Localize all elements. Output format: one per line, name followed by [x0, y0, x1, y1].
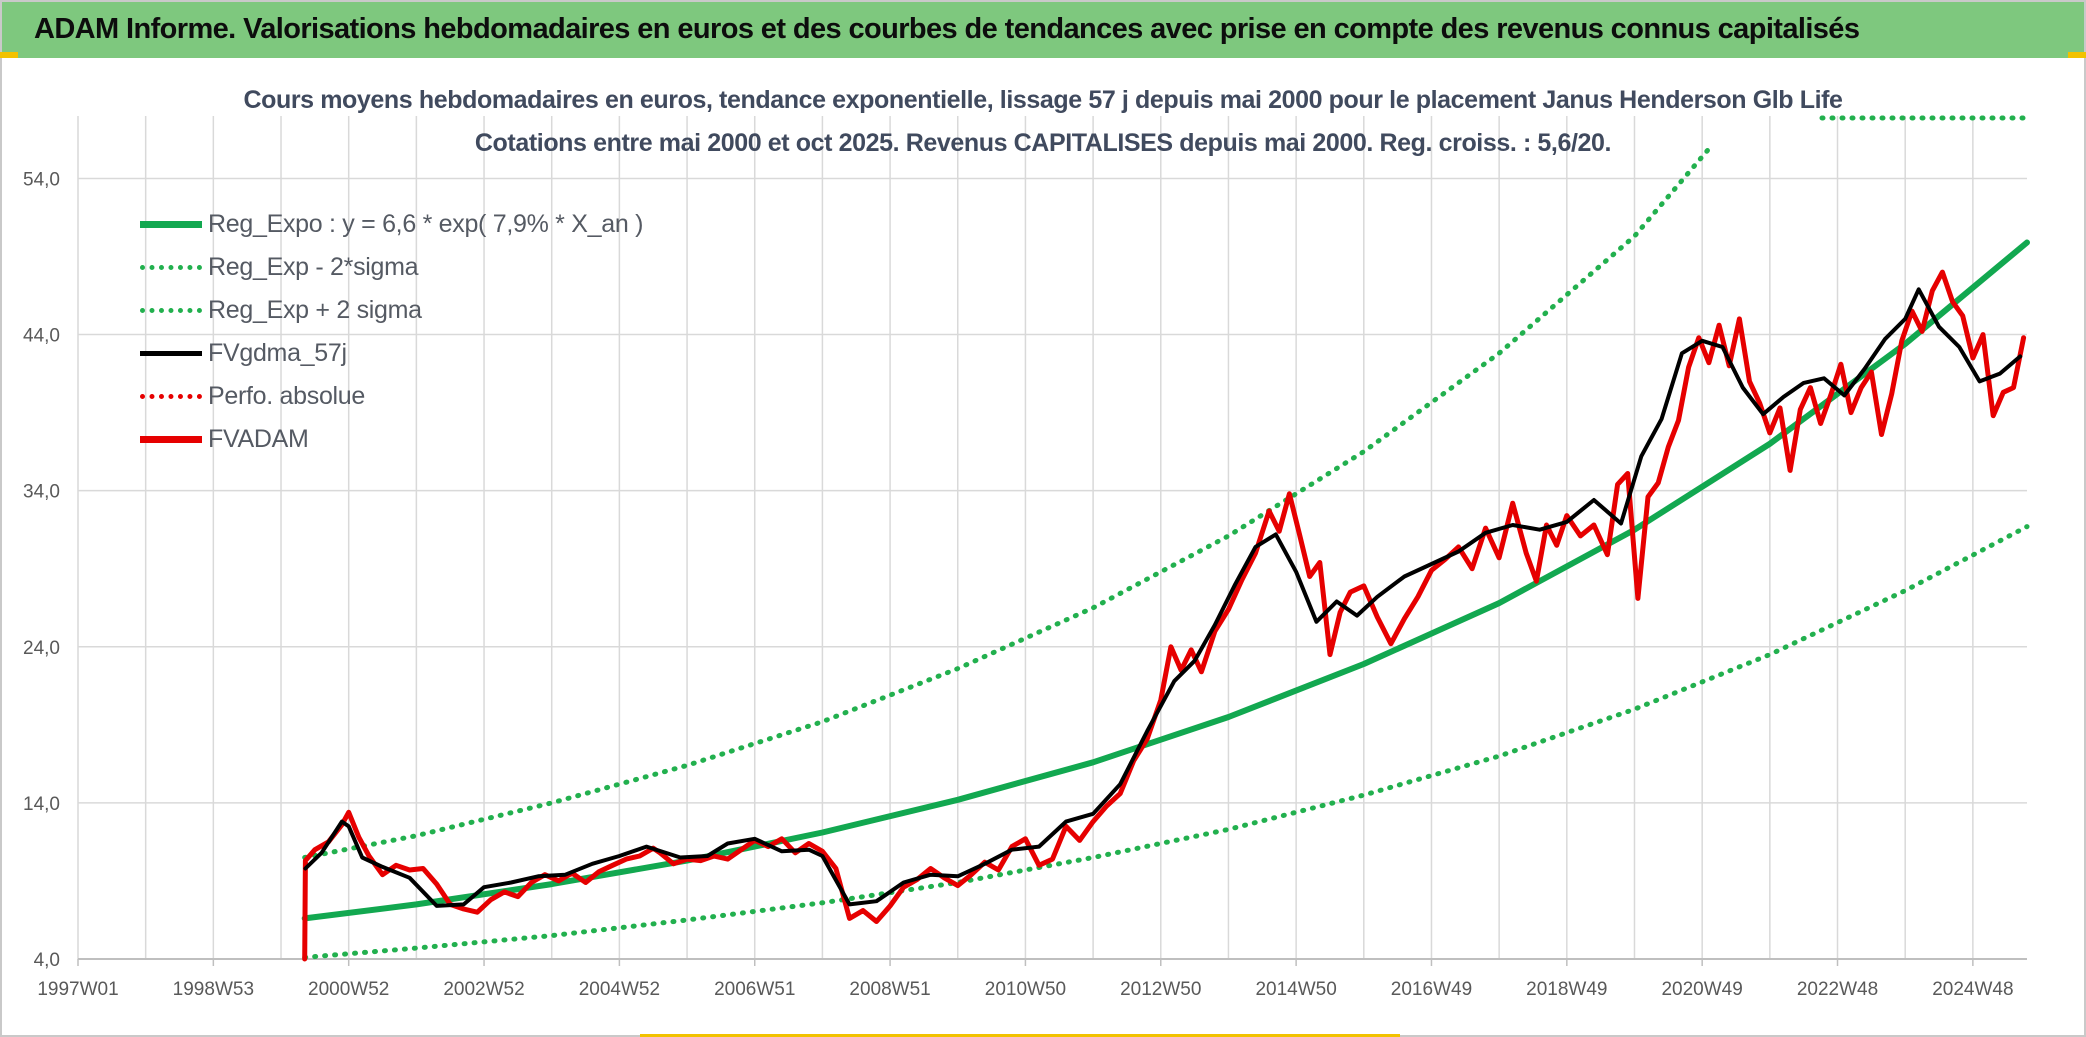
x-tick-label: 2020W49 — [1661, 979, 1742, 1000]
legend-label: Reg_Exp - 2*sigma — [208, 253, 419, 281]
y-tick-label: 24,0 — [23, 638, 60, 659]
fvadam-line — [302, 269, 2027, 962]
tick-labels: 4,0 14,0 24,0 34,0 44,0 54,0 1997W01 1998W53 200… — [23, 169, 2014, 1000]
legend-swatch — [140, 436, 202, 443]
y-tick-label: 4,0 — [34, 950, 60, 971]
x-tick-label: 2002W52 — [443, 979, 524, 1000]
reg-plus-2sigma-line — [302, 146, 1712, 860]
legend-item: FVgdma_57j — [140, 332, 643, 375]
y-tick-label: 54,0 — [23, 169, 60, 190]
legend-label: Perfo. absolue — [208, 382, 366, 410]
reg-expo-line — [301, 239, 2030, 922]
legend-label: Reg_Expo : y = 6,6 * exp( 7,9% * X_an ) — [208, 210, 644, 238]
x-tick-label: 2024W48 — [1932, 979, 2013, 1000]
banner-title: ADAM Informe. Valorisations hebdomadaire… — [34, 13, 1860, 45]
y-tick-label: 44,0 — [23, 326, 60, 347]
y-tick-label: 14,0 — [23, 794, 60, 815]
x-tick-label: 1998W53 — [173, 979, 254, 1000]
x-tick-label: 2008W51 — [849, 979, 930, 1000]
legend-swatch — [140, 265, 202, 270]
legend-item: Reg_Exp - 2*sigma — [140, 246, 643, 289]
legend-swatch — [140, 394, 202, 399]
chart-legend: Reg_Expo : y = 6,6 * exp( 7,9% * X_an ) R… — [140, 203, 643, 461]
legend-swatch — [140, 351, 202, 356]
corner-marker-left — [0, 52, 18, 58]
bottom-accent-strip — [640, 1034, 1400, 1037]
x-tick-label: 2006W51 — [714, 979, 795, 1000]
series-lines — [301, 115, 2030, 962]
x-tick-label: 2016W49 — [1391, 979, 1472, 1000]
legend-swatch — [140, 221, 202, 228]
axes — [77, 958, 2027, 966]
x-tick-label: 2022W48 — [1797, 979, 1878, 1000]
x-tick-label: 2012W50 — [1120, 979, 1201, 1000]
legend-item: Perfo. absolue — [140, 375, 643, 418]
report-banner: ADAM Informe. Valorisations hebdomadaire… — [2, 2, 2084, 58]
x-tick-label: 2014W50 — [1255, 979, 1336, 1000]
grid-lines — [77, 116, 2027, 960]
legend-label: FVADAM — [208, 425, 309, 453]
corner-marker-right — [2068, 52, 2086, 58]
legend-item: Reg_Expo : y = 6,6 * exp( 7,9% * X_an ) — [140, 203, 643, 246]
x-tick-label: 2004W52 — [579, 979, 660, 1000]
x-tick-label: 1997W01 — [37, 979, 118, 1000]
x-tick-label: 2000W52 — [308, 979, 389, 1000]
y-tick-label: 34,0 — [23, 482, 60, 503]
legend-label: Reg_Exp + 2 sigma — [208, 296, 422, 324]
fvgdma-57j-line — [303, 287, 2023, 908]
legend-swatch — [140, 308, 202, 313]
x-tick-label: 2010W50 — [985, 979, 1066, 1000]
reg-minus-2sigma-line — [302, 524, 2030, 960]
x-tick-label: 2018W49 — [1526, 979, 1607, 1000]
legend-item: Reg_Exp + 2 sigma — [140, 289, 643, 332]
chart-subtitle: Cotations entre mai 2000 et oct 2025. Re… — [474, 129, 1612, 157]
legend-item: FVADAM — [140, 418, 643, 461]
chart-title: Cours moyens hebdomadaires en euros, ten… — [243, 86, 1843, 114]
legend-label: FVgdma_57j — [208, 339, 347, 367]
